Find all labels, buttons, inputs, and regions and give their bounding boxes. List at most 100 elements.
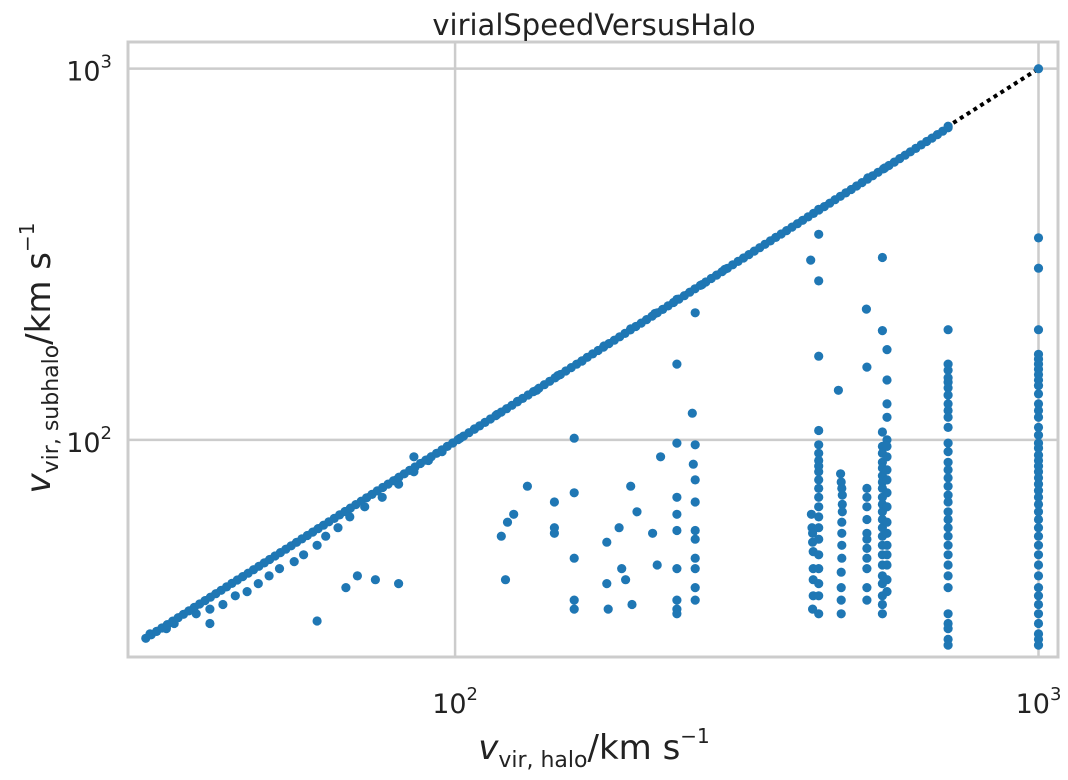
data-point: [672, 359, 682, 369]
data-point: [690, 595, 700, 605]
data-point: [814, 229, 824, 239]
data-point: [862, 595, 872, 605]
data-point: [943, 399, 953, 409]
data-point: [943, 325, 953, 335]
data-point: [1033, 412, 1044, 422]
data-point: [289, 557, 299, 567]
data-point: [1033, 531, 1044, 541]
data-point: [814, 276, 824, 286]
data-point: [1033, 486, 1044, 496]
data-point: [509, 509, 519, 519]
data-point: [862, 514, 872, 525]
data-point: [333, 523, 343, 533]
data-point: [882, 412, 892, 422]
data-point: [943, 390, 953, 400]
data-point: [943, 497, 953, 507]
data-point: [549, 497, 560, 507]
data-point: [814, 492, 824, 502]
data-point: [687, 408, 697, 418]
data-point: [806, 255, 816, 265]
data-point: [688, 459, 698, 469]
data-point: [1033, 479, 1044, 489]
data-point: [626, 481, 636, 491]
data-point: [614, 523, 624, 533]
data-point: [862, 362, 872, 372]
data-point: [656, 452, 666, 462]
data-point: [943, 640, 953, 650]
data-point: [1033, 492, 1044, 502]
data-point: [648, 528, 658, 538]
y-axis-subscript: vir, subhalo: [39, 345, 64, 474]
data-point: [943, 457, 953, 467]
data-point: [808, 528, 818, 538]
data-point: [672, 595, 682, 605]
data-point: [862, 534, 872, 544]
x-tick-label: 103: [1016, 684, 1062, 720]
data-point: [652, 560, 662, 570]
data-point: [943, 123, 953, 133]
data-point: [1033, 640, 1044, 650]
data-point: [1033, 507, 1044, 517]
data-point: [943, 383, 953, 393]
data-point: [672, 492, 682, 502]
y-tick-label: 103: [66, 52, 112, 88]
data-point: [836, 583, 846, 593]
data-point: [500, 575, 511, 585]
data-point: [690, 308, 700, 318]
data-point: [837, 528, 847, 538]
data-point: [837, 483, 847, 493]
y-axis-label: vvir, subhalo/km s−1: [15, 223, 64, 494]
x-tick-base: 10: [1016, 689, 1050, 720]
data-point: [341, 583, 351, 593]
data-point: [836, 609, 846, 619]
y-tick-base: 10: [66, 57, 100, 88]
data-point: [672, 438, 682, 448]
data-point: [690, 525, 700, 536]
data-point: [837, 499, 847, 509]
data-point: [549, 528, 560, 538]
data-point: [690, 564, 700, 574]
data-point: [837, 540, 847, 550]
data-point: [943, 365, 953, 375]
data-point: [1033, 591, 1044, 601]
data-point: [837, 507, 847, 517]
data-point: [814, 534, 824, 544]
data-point: [882, 375, 892, 385]
data-point: [690, 534, 700, 544]
data-point: [943, 609, 953, 619]
data-point: [877, 252, 888, 263]
data-point: [312, 540, 322, 550]
data-point: [621, 575, 631, 585]
data-point: [943, 447, 953, 457]
data-point: [943, 422, 953, 432]
data-point: [814, 564, 824, 574]
y-axis-symbol: v: [19, 472, 59, 493]
data-point: [1033, 599, 1044, 610]
data-point: [814, 523, 824, 533]
data-point: [672, 609, 682, 619]
data-point: [882, 345, 892, 355]
data-point: [943, 490, 953, 500]
data-point: [837, 553, 847, 563]
data-point: [569, 604, 579, 614]
data-point: [1033, 443, 1044, 453]
data-point: [882, 517, 892, 527]
data-point: [672, 564, 682, 574]
data-point: [1033, 399, 1044, 409]
data-point: [882, 560, 892, 570]
data-point: [230, 591, 240, 601]
data-point: [1033, 571, 1044, 581]
x-tick-exponent: 2: [467, 684, 478, 705]
data-point: [312, 616, 322, 626]
data-point: [569, 488, 579, 498]
data-point: [943, 481, 953, 491]
data-point: [1033, 263, 1044, 273]
data-point: [1033, 523, 1044, 533]
data-point: [321, 531, 331, 541]
data-point: [814, 609, 824, 619]
data-point: [836, 567, 846, 577]
data-point: [1033, 389, 1044, 399]
data-point: [1033, 499, 1044, 509]
data-point: [502, 517, 513, 527]
data-point: [1033, 422, 1044, 432]
